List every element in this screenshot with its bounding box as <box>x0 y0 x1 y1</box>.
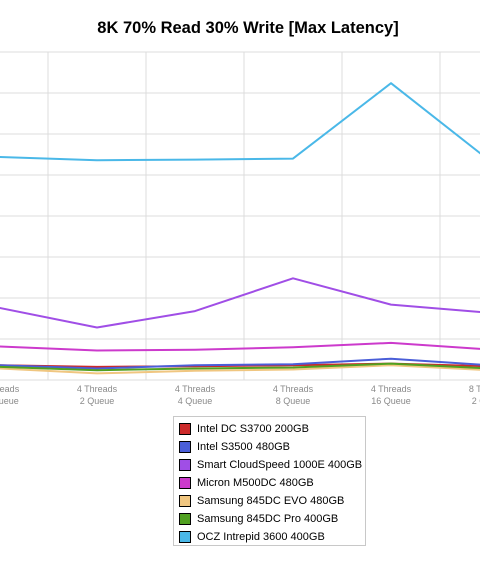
legend-label: Samsung 845DC EVO 480GB <box>197 495 345 507</box>
legend-item[interactable]: Samsung 845DC Pro 400GB <box>179 510 365 528</box>
legend-swatch <box>179 477 191 489</box>
legend-swatch <box>179 459 191 471</box>
x-tick-label: 4 Threads 2 Queue <box>77 384 118 406</box>
chart-title: 8K 70% Read 30% Write [Max Latency] <box>97 19 399 37</box>
legend-swatch <box>179 423 191 435</box>
legend-label: Intel S3500 480GB <box>197 441 290 453</box>
legend-label: Intel DC S3700 200GB <box>197 423 309 435</box>
legend-swatch <box>179 495 191 507</box>
x-tick-label: 4 Threads 8 Queue <box>273 384 314 406</box>
legend: Intel DC S3700 200GB Intel S3500 480GB Sma… <box>173 416 366 546</box>
legend-item[interactable]: Intel DC S3700 200GB <box>179 420 365 438</box>
series-line-intel-s3500-480gb <box>0 357 480 370</box>
legend-swatch <box>179 441 191 453</box>
series-line-samsung-845dc-pro-400gb <box>0 362 480 372</box>
x-tick-label: 4 Threads 4 Queue <box>175 384 216 406</box>
legend-label: OCZ Intrepid 3600 400GB <box>197 531 325 543</box>
series-lines <box>0 82 480 375</box>
legend-label: Micron M500DC 480GB <box>197 477 314 489</box>
series-line-micron-m500dc-480gb <box>0 341 480 352</box>
legend-item[interactable]: Smart CloudSpeed 1000E 400GB <box>179 456 365 474</box>
legend-swatch <box>179 531 191 543</box>
legend-swatch <box>179 513 191 525</box>
legend-label: Samsung 845DC Pro 400GB <box>197 513 339 525</box>
x-tick-label: 4 Threads 16 Queue <box>371 384 412 406</box>
legend-label: Smart CloudSpeed 1000E 400GB <box>197 459 363 471</box>
grid <box>0 51 480 381</box>
series-line-ocz-intrepid-3600-400gb <box>0 82 480 162</box>
legend-item[interactable]: Samsung 845DC EVO 480GB <box>179 492 365 510</box>
legend-item[interactable]: Intel S3500 480GB <box>179 438 365 456</box>
legend-item[interactable]: Micron M500DC 480GB <box>179 474 365 492</box>
series-line-smart-cloudspeed-1000e-400gb <box>0 277 480 329</box>
legend-item[interactable]: OCZ Intrepid 3600 400GB <box>179 528 365 546</box>
series-line-samsung-845dc-evo-480gb <box>0 364 480 375</box>
